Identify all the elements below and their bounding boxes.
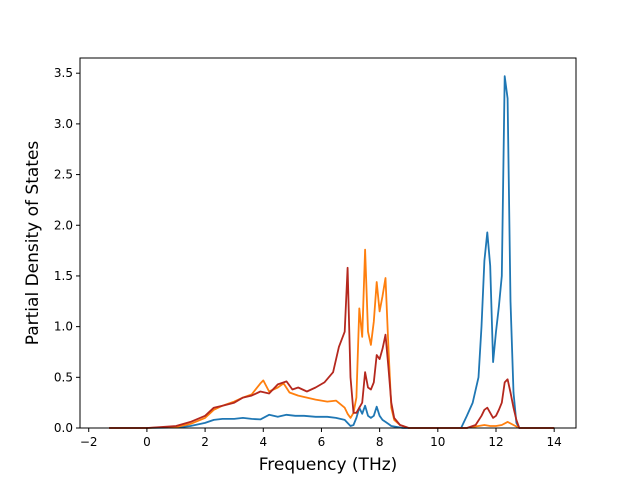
- y-tick-label: 1.0: [54, 320, 73, 334]
- plot-frame: [79, 57, 577, 429]
- y-tick-label: 0.5: [54, 370, 73, 384]
- y-axis-label: Partial Density of States: [23, 141, 43, 346]
- series-line-3: [109, 266, 555, 429]
- x-tick-label: 4: [259, 435, 267, 449]
- series-layer: [109, 75, 555, 429]
- x-tick-label: 2: [201, 435, 209, 449]
- plot-area: [80, 58, 576, 428]
- x-tick-label: 0: [143, 435, 151, 449]
- x-tick-label: 12: [488, 435, 503, 449]
- ticks-layer: −2 0 2 4 6 8 10 12 14 0.0 0.5 1.0 1.5 2.0 2.5 3.0 3.5: [54, 66, 562, 449]
- x-tick-label: 8: [376, 435, 384, 449]
- series-line-1: [109, 75, 555, 429]
- x-axis-label: Frequency (THz): [259, 455, 398, 475]
- y-tick-label: 1.5: [54, 269, 73, 283]
- x-tick-label: 14: [547, 435, 562, 449]
- y-tick-label: 3.0: [54, 117, 73, 131]
- y-tick-label: 2.5: [54, 168, 73, 182]
- x-tick-label: −2: [80, 435, 98, 449]
- y-tick-label: 2.0: [54, 218, 73, 232]
- x-tick-label: 10: [430, 435, 445, 449]
- y-tick-label: 0.0: [54, 421, 73, 435]
- y-tick-label: 3.5: [54, 66, 73, 80]
- x-tick-label: 6: [318, 435, 326, 449]
